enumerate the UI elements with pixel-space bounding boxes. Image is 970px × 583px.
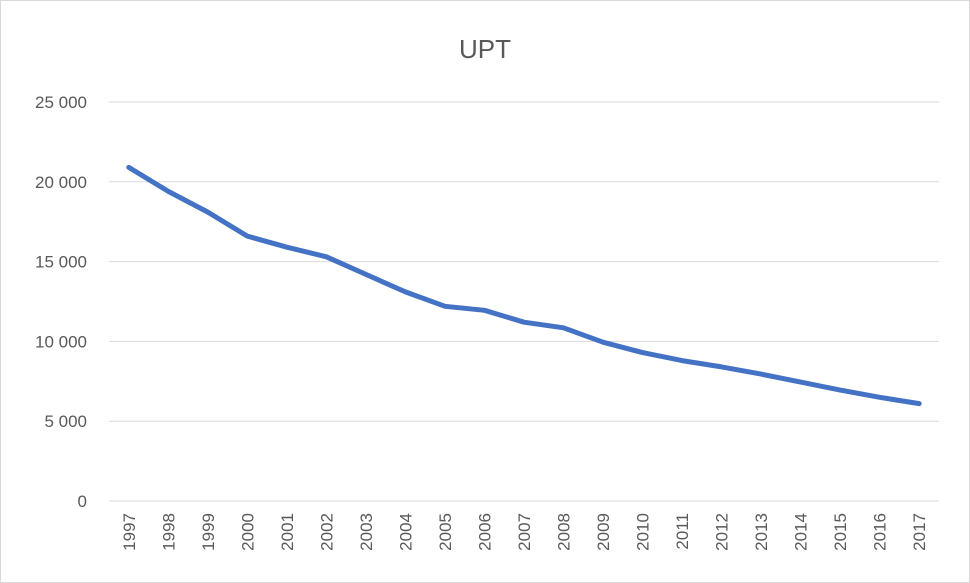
y-tick-label: 0 bbox=[78, 492, 87, 511]
x-tick-label: 1999 bbox=[199, 513, 218, 551]
y-tick-label: 5 000 bbox=[44, 412, 87, 431]
x-tick-label: 2012 bbox=[713, 513, 732, 551]
x-tick-label: 2000 bbox=[238, 513, 257, 551]
x-tick-label: 2001 bbox=[278, 513, 297, 551]
series-line bbox=[126, 164, 922, 407]
x-tick-label: 2011 bbox=[673, 513, 692, 550]
x-tick-label: 2007 bbox=[515, 513, 534, 551]
x-tick-label: 2016 bbox=[871, 513, 890, 551]
x-tick-label: 2006 bbox=[475, 513, 494, 551]
x-tick-label: 2005 bbox=[436, 513, 455, 551]
y-tick-label: 25 000 bbox=[35, 93, 87, 112]
x-tick-label: 2013 bbox=[752, 513, 771, 551]
x-tick-label: 2010 bbox=[634, 513, 653, 551]
y-axis-ticks: 0 5 000 10 000 15 000 20 000 25 000 bbox=[35, 93, 87, 511]
x-tick-label: 2009 bbox=[594, 513, 613, 551]
x-tick-label: 2014 bbox=[792, 513, 811, 551]
series-layer bbox=[126, 164, 922, 407]
x-tick-label: 2008 bbox=[555, 513, 574, 551]
chart-title: UPT bbox=[459, 34, 511, 64]
x-tick-label: 2003 bbox=[357, 513, 376, 551]
x-axis-ticks: 1997 1998 1999 2000 2001 2002 2003 2004 2005 2006… bbox=[120, 513, 929, 551]
gridlines bbox=[109, 101, 939, 502]
y-tick-label: 15 000 bbox=[35, 253, 87, 272]
y-tick-label: 10 000 bbox=[35, 332, 87, 351]
x-tick-label: 2004 bbox=[396, 513, 415, 551]
x-tick-label: 2002 bbox=[317, 513, 336, 551]
x-tick-label: 2017 bbox=[910, 513, 929, 551]
x-tick-label: 1998 bbox=[159, 513, 178, 551]
x-tick-label: 1997 bbox=[120, 513, 139, 551]
x-tick-label: 2015 bbox=[831, 513, 850, 551]
y-tick-label: 20 000 bbox=[35, 173, 87, 192]
